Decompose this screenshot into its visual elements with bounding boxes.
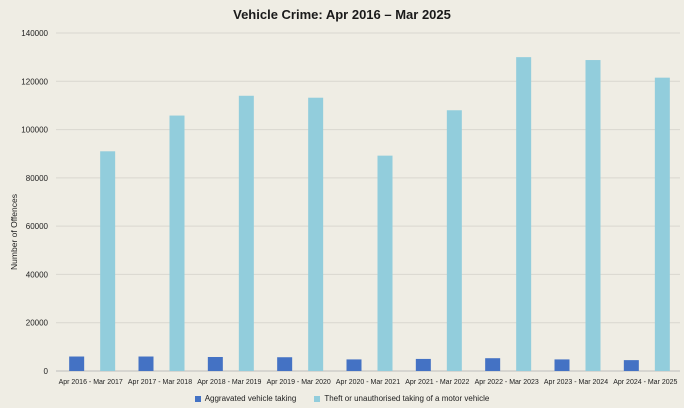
legend: Aggravated vehicle taking Theft or unaut… (0, 394, 684, 403)
bar-theft (446, 110, 462, 371)
bar-theft (585, 60, 601, 371)
chart-title: Vehicle Crime: Apr 2016 – Mar 2025 (233, 7, 451, 22)
y-tick-label: 20000 (26, 319, 49, 328)
y-tick-label: 100000 (21, 126, 48, 135)
legend-label-aggravated: Aggravated vehicle taking (204, 394, 297, 403)
bar-aggravated (207, 356, 223, 371)
x-tick-label: Apr 2022 - Mar 2023 (475, 379, 539, 386)
legend-swatch-theft (314, 395, 321, 402)
x-tick-label: Apr 2024 - Mar 2025 (613, 379, 677, 386)
bar-aggravated (623, 360, 639, 371)
x-tick-label: Apr 2016 - Mar 2017 (59, 379, 123, 386)
x-tick-label: Apr 2020 - Mar 2021 (336, 379, 400, 386)
bar-aggravated (415, 358, 431, 371)
x-tick-label: Apr 2019 - Mar 2020 (267, 379, 331, 386)
y-tick-label: 60000 (26, 222, 49, 231)
y-tick-label: 40000 (26, 270, 49, 279)
bar-theft (654, 77, 670, 372)
x-tick-label: Apr 2021 - Mar 2022 (405, 379, 469, 386)
legend-label-theft: Theft or unauthorised taking of a motor … (324, 394, 490, 403)
bar-aggravated (277, 357, 293, 371)
legend-item-theft: Theft or unauthorised taking of a motor … (314, 394, 489, 403)
x-tick-label: Apr 2017 - Mar 2018 (128, 379, 192, 386)
legend-swatch-aggravated (194, 395, 201, 402)
bar-aggravated (138, 356, 154, 371)
bar-aggravated (346, 359, 362, 371)
bar-aggravated (485, 358, 501, 371)
bar-theft (516, 57, 532, 372)
y-tick-label: 80000 (26, 174, 49, 183)
legend-item-aggravated: Aggravated vehicle taking (194, 394, 297, 403)
bar-theft (169, 115, 185, 371)
bar-theft (238, 95, 254, 372)
bar-theft (377, 155, 393, 371)
bar-aggravated (69, 356, 85, 371)
x-tick-label: Apr 2018 - Mar 2019 (197, 379, 261, 386)
y-tick-label: 0 (44, 367, 49, 376)
y-tick-label: 120000 (21, 77, 48, 86)
bar-theft (100, 151, 116, 371)
x-tick-label: Apr 2023 - Mar 2024 (544, 379, 608, 386)
y-tick-label: 140000 (21, 29, 48, 38)
bar-theft (308, 97, 324, 372)
bar-aggravated (554, 359, 570, 371)
